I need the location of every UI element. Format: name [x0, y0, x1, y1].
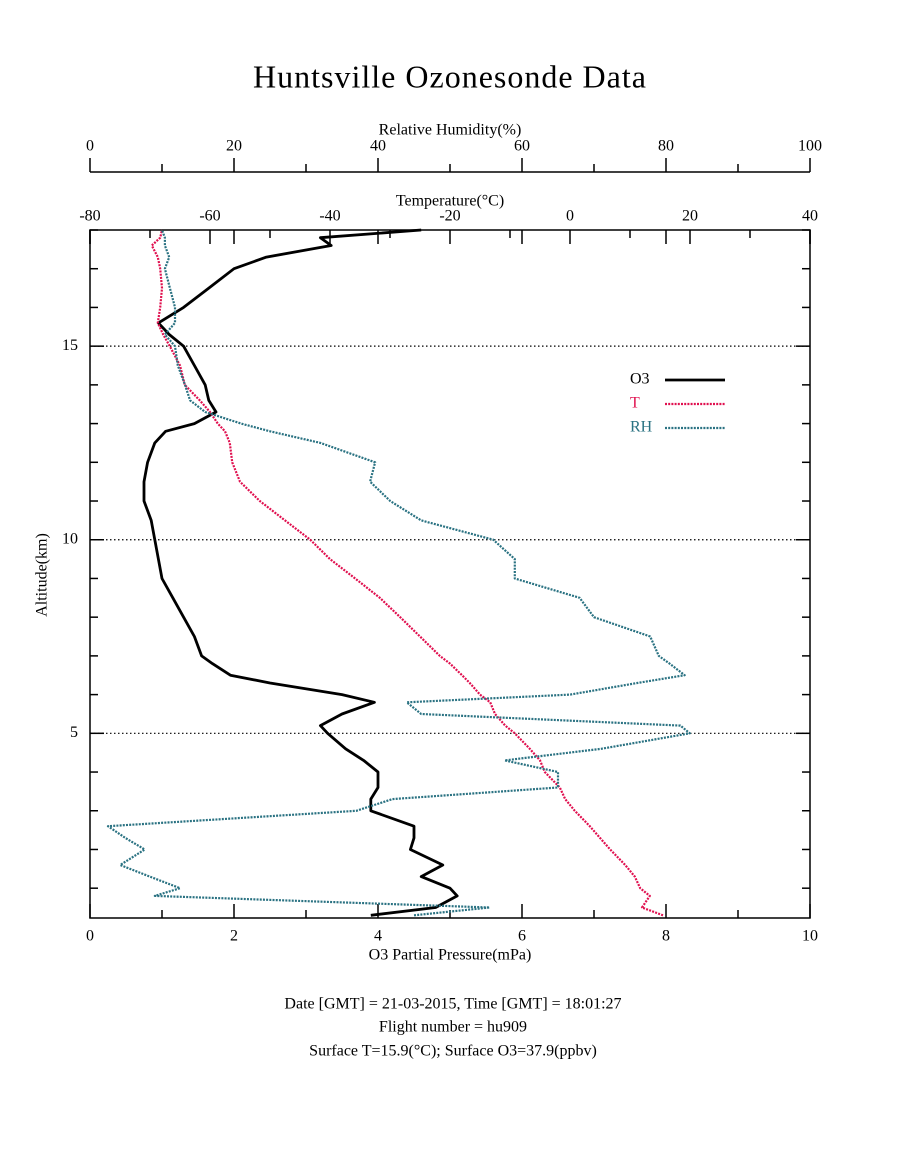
x2-tick-label: 40: [802, 208, 818, 225]
x3-tick-label: 80: [658, 138, 674, 155]
x2-tick-label: 0: [566, 208, 574, 225]
x-tick-label: 0: [86, 928, 94, 945]
chart-title: Huntsville Ozonesonde Data: [253, 58, 647, 94]
x3-tick-label: 60: [514, 138, 530, 155]
x2-tick-label: -80: [79, 208, 100, 225]
legend-label: RH: [630, 419, 653, 436]
legend-label: T: [630, 395, 640, 412]
x-tick-label: 8: [662, 928, 670, 945]
x3-tick-label: 20: [226, 138, 242, 155]
x-axis-label: O3 Partial Pressure(mPa): [369, 947, 532, 964]
legend-label: O3: [630, 371, 650, 388]
plot-frame: [89, 229, 811, 919]
x3-axis-label: Relative Humidity(%): [379, 122, 522, 139]
x3-tick-label: 40: [370, 138, 386, 155]
x3-tick-label: 0: [86, 138, 94, 155]
x2-tick-label: -20: [439, 208, 460, 225]
footer-line: Date [GMT] = 21-03-2015, Time [GMT] = 18…: [284, 996, 621, 1013]
y-tick-label: 5: [70, 724, 78, 741]
footer-line: Flight number = hu909: [379, 1019, 527, 1036]
profile-line: [106, 229, 691, 917]
x-tick-label: 6: [518, 928, 526, 945]
y-tick-label: 15: [62, 337, 78, 354]
x-tick-label: 4: [374, 928, 382, 945]
x2-axis-label: Temperature(°C): [396, 193, 504, 210]
profile-line: [150, 229, 664, 917]
x2-tick-label: -40: [319, 208, 340, 225]
profile-line: [142, 228, 459, 917]
x3-tick-label: 100: [798, 138, 822, 155]
footer-line: Surface T=15.9(°C); Surface O3=37.9(ppbv…: [309, 1043, 597, 1060]
y-axis-label: Altitude(km): [34, 533, 51, 617]
x-tick-label: 10: [802, 928, 818, 945]
x-tick-label: 2: [230, 928, 238, 945]
y-tick-label: 10: [62, 530, 78, 547]
x2-tick-label: 20: [682, 208, 698, 225]
x2-tick-label: -60: [199, 208, 220, 225]
